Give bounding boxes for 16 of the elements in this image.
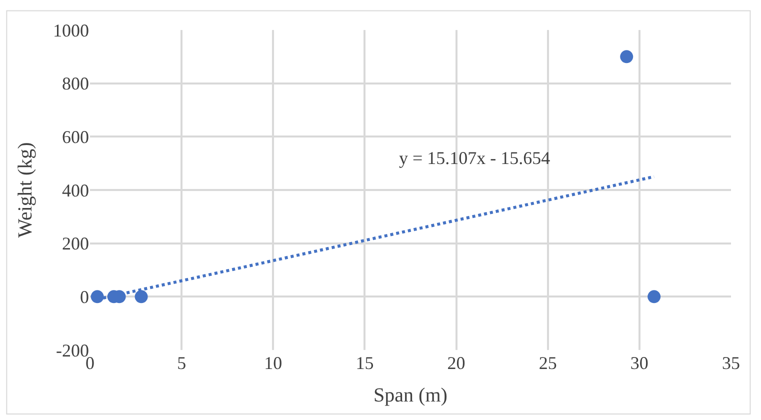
y-tick-label: 400 bbox=[62, 180, 89, 200]
x-tick-label: 5 bbox=[177, 353, 186, 373]
y-tick-label: 600 bbox=[62, 126, 89, 147]
x-tick-label: 25 bbox=[538, 353, 557, 373]
y-tick-label: 200 bbox=[62, 234, 89, 254]
x-tick-label: 35 bbox=[722, 353, 740, 373]
y-tick-label: 800 bbox=[62, 74, 89, 94]
x-tick-label: 10 bbox=[264, 353, 282, 373]
annotation: y = 15.107x - 15.654 bbox=[399, 148, 550, 168]
y-tick-label: 0 bbox=[80, 286, 89, 307]
y-axis-title: Weight (kg) bbox=[14, 142, 36, 238]
x-tick-label: 15 bbox=[356, 353, 374, 373]
x-axis-title: Span (m) bbox=[374, 384, 448, 406]
x-tick-label: 30 bbox=[630, 353, 648, 373]
x-tick-label: 20 bbox=[447, 353, 466, 373]
y-tick-label: 1000 bbox=[53, 20, 89, 40]
